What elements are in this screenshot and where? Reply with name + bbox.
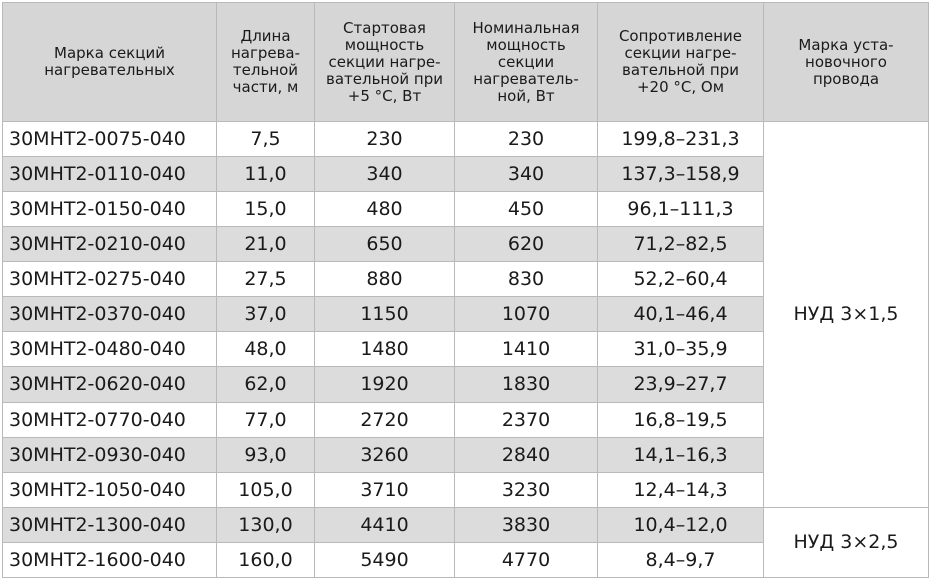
cell-length: 160,0 (216, 541, 315, 579)
cell-nominal-power: 4770 (454, 541, 598, 579)
table-row: 30МНТ2-0275-040 27,5 880 830 52,2–60,4 (2, 261, 929, 298)
cell-nominal-power: 1830 (454, 366, 598, 403)
cell-section-mark: 30МНТ2-0210-040 (2, 226, 217, 263)
cell-section-mark: 30МНТ2-1050-040 (2, 471, 217, 508)
cell-section-mark: 30МНТ2-0150-040 (2, 191, 217, 228)
header-nominal-power: Номинальная мощность секции нагреватель-… (454, 2, 598, 122)
cell-start-power: 3710 (314, 471, 455, 508)
cell-nominal-power: 2370 (454, 401, 598, 438)
cell-start-power: 1480 (314, 331, 455, 368)
cell-section-mark: 30МНТ2-0370-040 (2, 296, 217, 333)
table-row: 30МНТ2-1600-040 160,0 5490 4770 8,4–9,7 (2, 541, 929, 579)
cell-section-mark: 30МНТ2-0770-040 (2, 401, 217, 438)
table-row: 30МНТ2-0480-040 48,0 1480 1410 31,0–35,9 (2, 331, 929, 368)
header-row: Марка секций нагревательных Длина нагрев… (2, 2, 929, 122)
header-section-mark: Марка секций нагревательных (2, 2, 217, 122)
cell-wire-mark: НУД 3×2,5 (763, 506, 929, 579)
cell-nominal-power: 830 (454, 261, 598, 298)
cell-nominal-power: 1410 (454, 331, 598, 368)
cell-length: 11,0 (216, 156, 315, 193)
cell-length: 93,0 (216, 436, 315, 473)
cell-section-mark: 30МНТ2-0480-040 (2, 331, 217, 368)
cell-start-power: 1920 (314, 366, 455, 403)
cell-nominal-power: 620 (454, 226, 598, 263)
header-length: Длина нагрева- тельной части, м (216, 2, 315, 122)
cell-resistance: 16,8–19,5 (597, 401, 764, 438)
cell-wire-mark: НУД 3×1,5 (763, 121, 929, 508)
cell-resistance: 14,1–16,3 (597, 436, 764, 473)
cell-resistance: 52,2–60,4 (597, 261, 764, 298)
cell-start-power: 650 (314, 226, 455, 263)
cell-resistance: 10,4–12,0 (597, 506, 764, 543)
table-body: 30МНТ2-0075-040 7,5 230 230 199,8–231,3 НУД 3… (2, 120, 929, 579)
cell-start-power: 5490 (314, 541, 455, 579)
cell-nominal-power: 1070 (454, 296, 598, 333)
cell-resistance: 71,2–82,5 (597, 226, 764, 263)
cell-start-power: 480 (314, 191, 455, 228)
cell-start-power: 230 (314, 120, 455, 158)
header-start-power: Стартовая мощность секции нагре- вательн… (314, 2, 455, 122)
table-row: 30МНТ2-0210-040 21,0 650 620 71,2–82,5 (2, 226, 929, 263)
cell-length: 37,0 (216, 296, 315, 333)
cell-length: 77,0 (216, 401, 315, 438)
cell-length: 27,5 (216, 261, 315, 298)
cell-start-power: 1150 (314, 296, 455, 333)
cell-resistance: 96,1–111,3 (597, 191, 764, 228)
cell-nominal-power: 230 (454, 120, 598, 158)
cell-section-mark: 30МНТ2-0275-040 (2, 261, 217, 298)
cell-section-mark: 30МНТ2-1300-040 (2, 506, 217, 543)
cell-length: 130,0 (216, 506, 315, 543)
table-row: 30МНТ2-0110-040 11,0 340 340 137,3–158,9 (2, 156, 929, 193)
cell-start-power: 4410 (314, 506, 455, 543)
table-row: 30МНТ2-0620-040 62,0 1920 1830 23,9–27,7 (2, 366, 929, 403)
table-row: 30МНТ2-0150-040 15,0 480 450 96,1–111,3 (2, 191, 929, 228)
cell-length: 62,0 (216, 366, 315, 403)
cell-section-mark: 30МНТ2-0075-040 (2, 120, 217, 158)
cell-length: 15,0 (216, 191, 315, 228)
cell-length: 48,0 (216, 331, 315, 368)
table-row: 30МНТ2-1050-040 105,0 3710 3230 12,4–14,3 (2, 471, 929, 508)
cell-resistance: 8,4–9,7 (597, 541, 764, 579)
cell-resistance: 31,0–35,9 (597, 331, 764, 368)
cell-nominal-power: 450 (454, 191, 598, 228)
table-row: 30МНТ2-0075-040 7,5 230 230 199,8–231,3 НУД 3… (2, 120, 929, 508)
cell-start-power: 880 (314, 261, 455, 298)
cell-section-mark: 30МНТ2-0620-040 (2, 366, 217, 403)
cell-section-mark: 30МНТ2-0930-040 (2, 436, 217, 473)
cell-resistance: 23,9–27,7 (597, 366, 764, 403)
cell-resistance: 40,1–46,4 (597, 296, 764, 333)
cell-nominal-power: 2840 (454, 436, 598, 473)
table-row: 30МНТ2-1300-040 130,0 4410 3830 10,4–12,0 НУД… (2, 506, 929, 579)
cell-start-power: 3260 (314, 436, 455, 473)
cell-section-mark: 30МНТ2-1600-040 (2, 541, 217, 579)
cell-start-power: 2720 (314, 401, 455, 438)
cell-length: 105,0 (216, 471, 315, 508)
table-row: 30МНТ2-0930-040 93,0 3260 2840 14,1–16,3 (2, 436, 929, 473)
cell-nominal-power: 3230 (454, 471, 598, 508)
cell-length: 7,5 (216, 120, 315, 158)
cell-nominal-power: 340 (454, 156, 598, 193)
header-wire-mark: Марка уста- новочного провода (763, 2, 929, 122)
table-row: 30МНТ2-0770-040 77,0 2720 2370 16,8–19,5 (2, 401, 929, 438)
cell-start-power: 340 (314, 156, 455, 193)
cell-resistance: 137,3–158,9 (597, 156, 764, 193)
cell-nominal-power: 3830 (454, 506, 598, 543)
cell-resistance: 12,4–14,3 (597, 471, 764, 508)
cell-section-mark: 30МНТ2-0110-040 (2, 156, 217, 193)
table-row: 30МНТ2-0370-040 37,0 1150 1070 40,1–46,4 (2, 296, 929, 333)
cell-resistance: 199,8–231,3 (597, 120, 764, 158)
header-resistance: Сопротивление секции нагре- вательной пр… (597, 2, 764, 122)
cell-length: 21,0 (216, 226, 315, 263)
